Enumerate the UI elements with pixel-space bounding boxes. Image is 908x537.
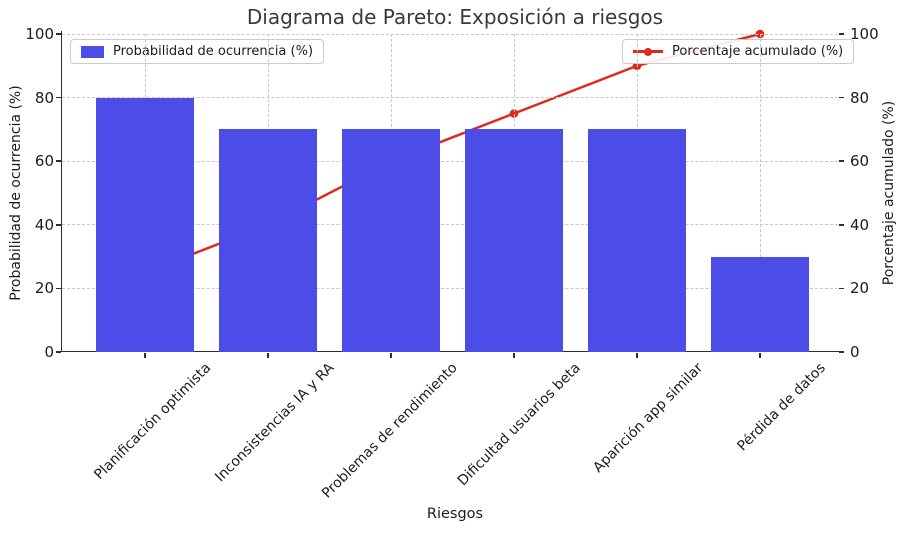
x-tick-mark: [390, 352, 392, 358]
h-gridline: [62, 97, 838, 99]
bar: [588, 129, 686, 352]
bottom-axis-spine: [60, 350, 839, 353]
legend-cumulative-label: Porcentaje acumulado (%): [672, 44, 844, 59]
y-tick-label-right: 0: [850, 343, 860, 361]
y-tick-label-right: 100: [850, 25, 879, 43]
y-tick-mark-left: [55, 160, 61, 162]
y-axis-left-label: Probabilidad de ocurrencia (%): [8, 85, 24, 301]
bar: [342, 129, 440, 352]
y-tick-label-left: 0: [44, 343, 54, 361]
legend-probability: Probabilidad de ocurrencia (%): [70, 39, 325, 64]
h-gridline: [62, 160, 838, 162]
h-gridline: [62, 224, 838, 226]
h-gridline: [62, 33, 838, 35]
x-tick-label: Planificación optimista: [91, 360, 215, 484]
y-tick-label-right: 40: [850, 215, 870, 234]
y-tick-mark-left: [55, 33, 61, 35]
x-tick-label: Inconsistencias IA y RA: [212, 360, 338, 486]
v-gridline: [759, 34, 761, 352]
x-tick-label: Aparición app similar: [590, 360, 707, 476]
y-tick-label-right: 60: [850, 152, 870, 171]
bar: [711, 256, 809, 352]
x-tick-mark: [513, 352, 515, 358]
h-gridline: [62, 287, 838, 289]
plot-area: Probabilidad de ocurrencia (%) Porcentaj…: [62, 29, 855, 352]
y-tick-label-right: 20: [850, 279, 870, 298]
y-axis-right-label: Porcentaje acumulado (%): [881, 100, 897, 286]
y-tick-mark-right: [839, 160, 844, 162]
y-tick-label-left: 80: [34, 88, 54, 107]
bar: [96, 97, 194, 352]
y-tick-label-left: 40: [34, 215, 54, 234]
bar: [465, 129, 563, 352]
chart-title: Diagrama de Pareto: Exposición a riesgos: [246, 5, 664, 29]
x-axis-label: Riesgos: [426, 506, 484, 522]
y-tick-label-left: 20: [34, 279, 54, 298]
y-tick-label-left: 100: [25, 25, 54, 43]
x-tick-mark: [636, 352, 638, 358]
line-legend-sample-icon: [633, 47, 663, 56]
x-tick-label: Dificultad usuarios beta: [454, 360, 584, 490]
x-tick-mark: [267, 352, 269, 358]
bar-legend-swatch-icon: [81, 45, 104, 58]
y-tick-mark-right: [839, 33, 844, 35]
x-tick-label: Pérdida de datos: [734, 360, 830, 455]
y-tick-mark-left: [55, 224, 61, 226]
legend-cumulative: Porcentaje acumulado (%): [622, 39, 855, 64]
bar: [219, 129, 317, 352]
x-tick-label: Problemas de rendimiento: [318, 360, 461, 502]
y-tick-mark-right: [839, 287, 844, 290]
x-tick-mark: [144, 352, 146, 358]
legend-probability-label: Probabilidad de ocurrencia (%): [113, 44, 314, 59]
left-axis-spine: [60, 31, 63, 352]
y-tick-mark-left: [55, 351, 61, 353]
x-tick-mark: [759, 352, 761, 358]
y-tick-mark-right: [839, 351, 844, 353]
y-tick-mark-right: [839, 224, 844, 226]
y-tick-label-right: 80: [850, 88, 870, 107]
y-tick-mark-left: [55, 96, 61, 99]
y-tick-mark-right: [839, 96, 844, 99]
y-tick-label-left: 60: [34, 152, 54, 171]
y-tick-mark-left: [55, 287, 61, 290]
